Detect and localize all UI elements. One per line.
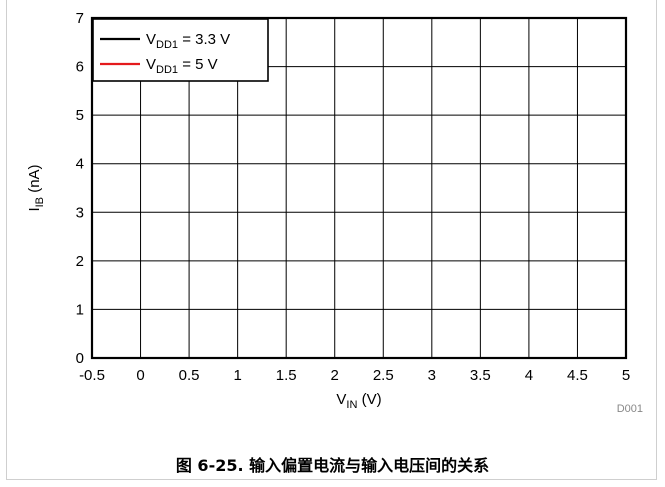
y-axis-title: IIB (nA) (26, 164, 46, 211)
legend: VDD1 = 3.3 V VDD1 = 5 V (92, 18, 269, 82)
x-tick-label: 0 (136, 367, 144, 384)
x-tick-label: 1.5 (276, 367, 297, 384)
y-tick-label: 6 (76, 59, 84, 76)
figure-frame (6, 0, 657, 480)
legend-label-5v: VDD1 = 5 V (146, 56, 218, 76)
x-tick-label: 3 (428, 367, 436, 384)
x-tick-label: 0.5 (179, 367, 200, 384)
x-tick-label: 3.5 (470, 367, 491, 384)
legend-label-3v3: VDD1 = 3.3 V (146, 31, 230, 51)
y-tick-label: 1 (76, 301, 84, 318)
x-tick-label: 1 (233, 367, 241, 384)
figure-caption: 图 6-25. 输入偏置电流与输入电压间的关系 (175, 456, 490, 475)
x-tick-label: 4 (525, 367, 533, 384)
x-axis-title: VIN (V) (336, 391, 381, 411)
y-tick-label: 7 (76, 10, 84, 27)
x-tick-label: 4.5 (567, 367, 588, 384)
legend-box (92, 18, 269, 82)
x-tick-label: 5 (622, 367, 630, 384)
x-tick-label: 2.5 (373, 367, 394, 384)
y-tick-label: 5 (76, 107, 84, 124)
y-tick-labels: 0 1 2 3 4 5 6 7 (76, 10, 84, 367)
y-tick-label: 2 (76, 253, 84, 270)
y-tick-label: 3 (76, 204, 84, 221)
plot-border (90, 16, 628, 360)
x-tick-labels: -0.5 0 0.5 1 1.5 2 2.5 3 3.5 4 4.5 5 (79, 367, 630, 384)
x-tick-label: 2 (331, 367, 339, 384)
x-tick-label: -0.5 (79, 367, 105, 384)
y-tick-label: 0 (76, 350, 84, 367)
y-tick-label: 4 (76, 156, 84, 173)
chart-code-label: D001 (617, 403, 643, 415)
